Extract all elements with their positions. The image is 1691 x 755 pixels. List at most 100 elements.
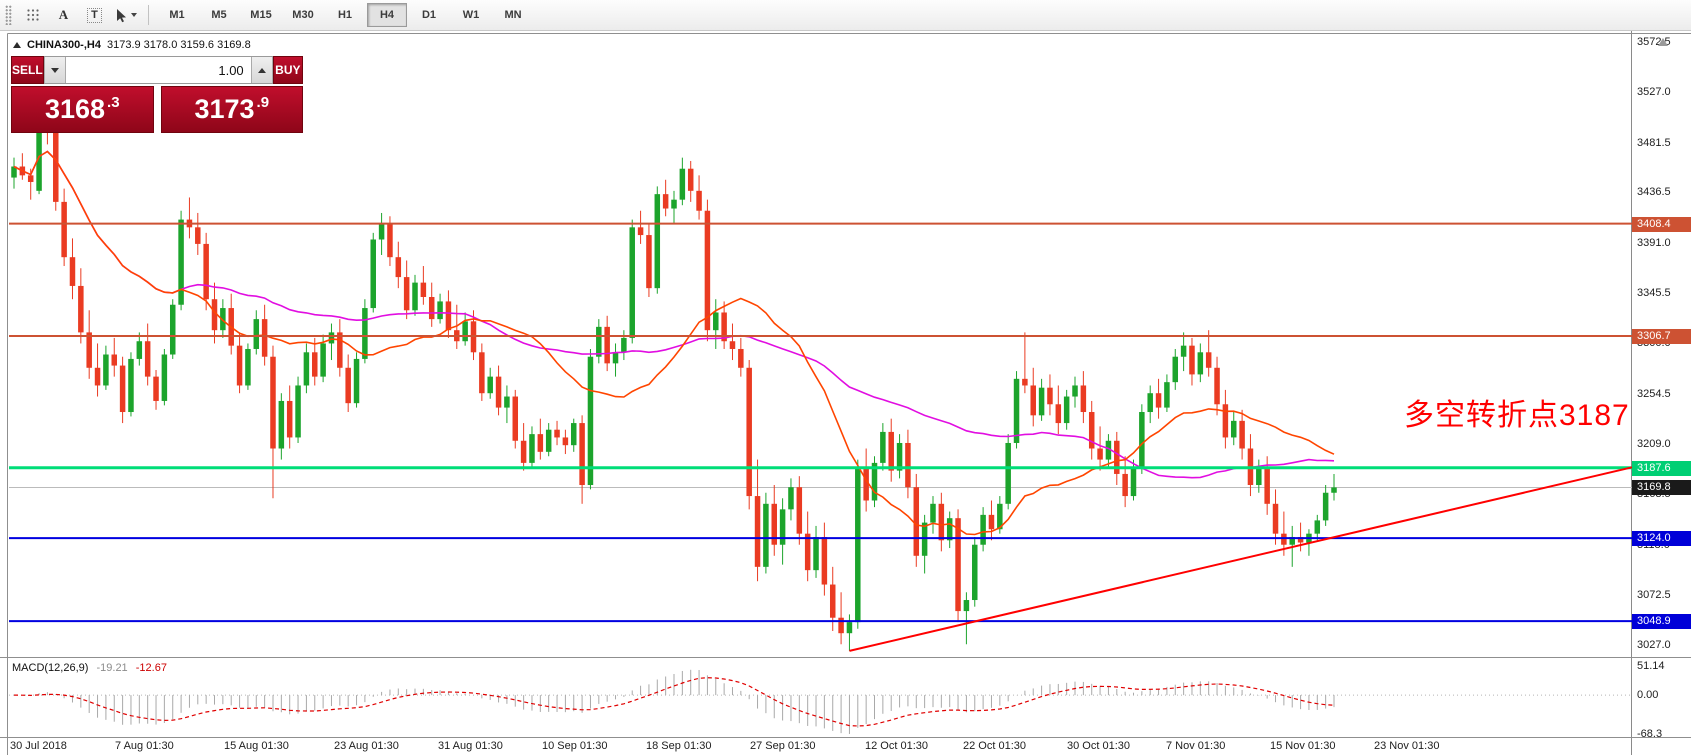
candle [1314, 520, 1321, 534]
candle [253, 319, 260, 349]
candle [1197, 352, 1204, 375]
candle [1189, 345, 1195, 375]
candle [337, 332, 343, 368]
buy-price-display[interactable]: 3173 .9 [160, 86, 303, 133]
candle [1281, 533, 1287, 545]
dots-grid-tool-button[interactable] [18, 2, 47, 28]
sell-price-display[interactable]: 3168 .3 [11, 86, 154, 133]
price-scale[interactable]: 3572.53527.03481.53436.53391.03345.53300… [1631, 30, 1691, 755]
candle [178, 219, 184, 305]
sell-price-main: 3168 [44, 94, 106, 124]
candle [378, 224, 385, 240]
candle [1214, 367, 1220, 405]
price-tick: 3391.0 [1637, 236, 1671, 249]
date-label: 27 Sep 01:30 [750, 740, 816, 752]
annotation-text[interactable]: 多空转折点3187 [1404, 399, 1630, 432]
candle [236, 345, 243, 386]
date-axis[interactable]: 30 Jul 2018 7 Aug 01:30 15 Aug 01:30 23 Aug… [0, 740, 1632, 755]
timeframe-button-m30[interactable]: M30 [292, 9, 314, 21]
buy-price-main: 3173 [194, 94, 255, 124]
volume-input[interactable] [65, 57, 251, 83]
candle [53, 131, 59, 202]
candle [11, 166, 17, 178]
candle [1147, 393, 1153, 413]
candle [203, 243, 209, 300]
candle [1222, 404, 1229, 438]
arrow-down-icon [50, 67, 59, 73]
toolbar-grip[interactable] [5, 5, 12, 25]
date-label: 15 Aug 01:30 [224, 740, 289, 752]
cursor-tool-button[interactable] [111, 2, 140, 28]
candle [612, 352, 619, 364]
candle [637, 227, 644, 236]
dropdown-caret-icon [131, 13, 137, 17]
candle [295, 385, 301, 438]
candle [61, 201, 67, 258]
candle [504, 396, 510, 408]
chart-title: CHINA300-,H4 3173.9 3178.0 3159.6 3169.8 [13, 39, 251, 51]
candle [445, 301, 452, 331]
candle [1239, 420, 1245, 449]
candle [955, 518, 961, 612]
font-tool-button[interactable]: A [49, 2, 78, 28]
candle [729, 341, 736, 349]
macd-indicator-label: MACD(12,26,9) -19.21 -12.67 [12, 662, 167, 674]
candle [119, 365, 126, 413]
candle [587, 356, 594, 486]
timeframe-button-h4[interactable]: H4 [367, 3, 407, 27]
date-label: 10 Sep 01:30 [542, 740, 608, 752]
date-label: 23 Aug 01:30 [334, 740, 399, 752]
candle [529, 434, 535, 463]
timeframe-button-d1[interactable]: D1 [421, 9, 437, 21]
candle [545, 429, 552, 452]
price-tag-3408.4: 3408.4 [1632, 216, 1691, 232]
date-label: 7 Nov 01:30 [1166, 740, 1226, 752]
date-label: 18 Sep 01:30 [646, 740, 712, 752]
candle [403, 277, 410, 311]
candle [779, 509, 786, 545]
price-tag-3048.9: 3048.9 [1632, 614, 1691, 630]
sell-button[interactable]: SELL [11, 56, 44, 84]
candle [721, 312, 727, 342]
timeframe-toolbar: M1 M5 M15 M30 H1 H4 D1 W1 MN [156, 0, 534, 30]
candle [662, 194, 669, 209]
candle [1164, 382, 1170, 408]
date-label: 22 Oct 01:30 [963, 740, 1026, 752]
candle [211, 299, 218, 331]
buy-button[interactable]: BUY [272, 56, 303, 84]
arrow-up-icon [257, 67, 266, 73]
candle [312, 352, 318, 377]
candle [512, 396, 519, 441]
timeframe-button-h1[interactable]: H1 [337, 9, 353, 21]
volume-increase-button[interactable] [250, 57, 273, 83]
candle [420, 282, 427, 297]
candle [1205, 352, 1212, 368]
candle [1080, 385, 1087, 413]
price-tag-3169.8: 3169.8 [1632, 480, 1691, 496]
candle [19, 166, 26, 176]
text-label-tool-button[interactable]: T [80, 2, 109, 28]
timeframe-button-m15[interactable]: M15 [250, 9, 272, 21]
candle [370, 239, 376, 309]
price-tag-3187.6: 3187.6 [1632, 460, 1691, 476]
candle [245, 348, 251, 386]
candle [754, 496, 761, 567]
candle [362, 308, 368, 359]
timeframe-button-w1[interactable]: W1 [462, 9, 480, 21]
candle [804, 533, 811, 571]
volume-decrease-button[interactable] [43, 57, 66, 83]
candle [495, 376, 502, 408]
text-label-icon: T [87, 7, 102, 23]
trendline[interactable] [849, 466, 1633, 652]
candle [821, 536, 828, 585]
candle [562, 437, 569, 446]
price-tag-3124.0: 3124.0 [1632, 531, 1691, 547]
timeframe-button-m1[interactable]: M1 [169, 9, 185, 21]
price-tick: 3527.0 [1637, 86, 1671, 99]
candle [905, 442, 911, 488]
trade-panel-toggle-icon[interactable] [13, 42, 21, 48]
price-tick: 3481.5 [1637, 136, 1671, 149]
candle [838, 617, 844, 634]
timeframe-button-mn[interactable]: MN [504, 9, 522, 21]
timeframe-button-m5[interactable]: M5 [211, 9, 227, 21]
